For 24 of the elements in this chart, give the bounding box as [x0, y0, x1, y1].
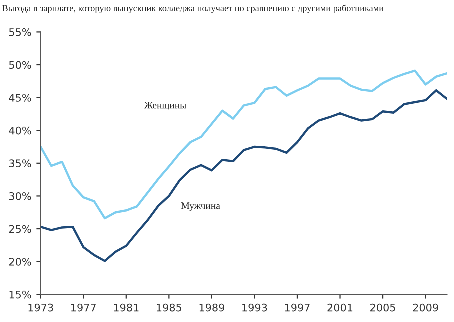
y-tick-label: 45% — [9, 94, 32, 102]
chart-title: Выгода в зарплате, которую выпускник колледжа получает по сравнению с другими работниками — [2, 4, 384, 14]
x-tick-label: 1981 — [114, 304, 139, 312]
y-tick-label: 30% — [9, 192, 32, 200]
series-label: Мужчина — [182, 202, 220, 212]
x-tick-label: 1993 — [242, 304, 268, 312]
y-tick-label: 35% — [9, 160, 32, 168]
x-tick-label: 2001 — [328, 304, 353, 312]
y-tick-label: 50% — [9, 61, 32, 70]
y-tick-label: 55% — [9, 28, 32, 36]
text: Женщины — [144, 102, 186, 111]
line-series — [40, 89, 448, 262]
line-series — [40, 70, 448, 220]
x-tick-label: 1977 — [72, 304, 96, 312]
x-tick-label: 1997 — [285, 304, 310, 312]
x-tick-label: 1985 — [157, 304, 182, 312]
x-tick-label: 2009 — [413, 304, 438, 312]
y-tick-label: 40% — [9, 126, 32, 135]
y-tick-label: 15% — [10, 290, 32, 299]
y-tick-label: 25% — [9, 225, 32, 234]
y-tick-label: 20% — [9, 258, 32, 266]
x-tick-label: 1973 — [28, 304, 54, 312]
x-tick-label: 2005 — [370, 304, 396, 312]
x-tick-label: 1989 — [200, 304, 224, 312]
